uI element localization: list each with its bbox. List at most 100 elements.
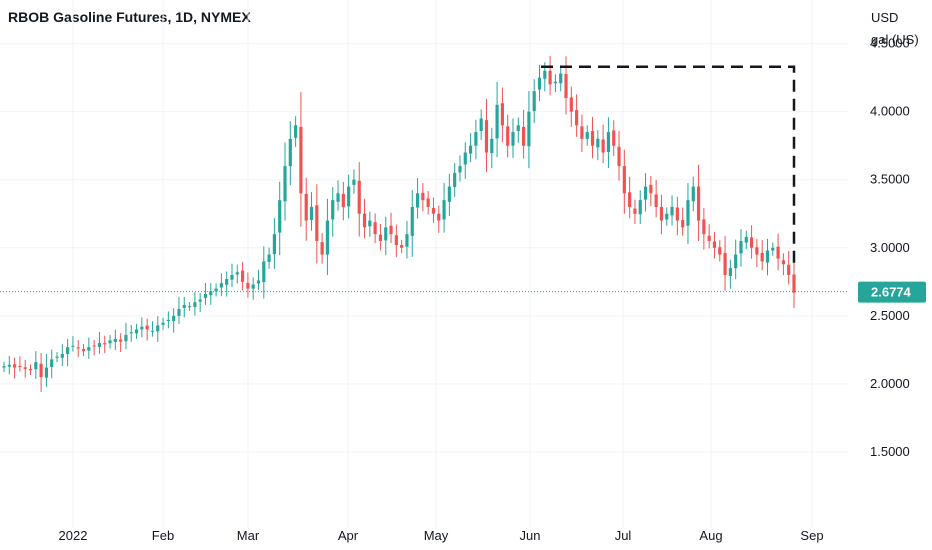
candle-body — [734, 254, 738, 269]
candle — [304, 177, 308, 241]
candle-layer — [2, 55, 796, 392]
candle-body — [389, 225, 393, 235]
candle-body — [606, 132, 611, 152]
candle-body — [352, 179, 356, 185]
candle — [612, 120, 616, 156]
candle — [765, 238, 770, 276]
candle-body — [283, 166, 287, 202]
candle — [606, 117, 611, 169]
candle — [527, 91, 531, 169]
candle-body — [506, 126, 510, 146]
candle — [649, 176, 653, 207]
candle-body — [622, 166, 626, 194]
candle-body — [421, 192, 425, 201]
candle — [580, 114, 584, 153]
candle — [288, 121, 292, 186]
candle — [437, 205, 441, 233]
candle-body — [765, 250, 770, 263]
candle — [792, 260, 796, 309]
candle — [400, 239, 404, 253]
candle — [394, 224, 398, 258]
candle-body — [378, 234, 383, 241]
candle — [506, 114, 510, 158]
candle — [331, 186, 335, 237]
candle-body — [415, 193, 420, 208]
candle — [81, 344, 86, 357]
candle-body — [368, 220, 372, 227]
candle-body — [182, 304, 186, 308]
candle — [309, 192, 314, 231]
candle — [575, 94, 579, 137]
candle — [585, 125, 589, 146]
currency-unit-label: USD gal (US) — [871, 7, 919, 51]
candle-body — [315, 205, 319, 241]
candle-body — [320, 242, 324, 255]
candle — [267, 247, 271, 269]
candle — [325, 198, 330, 275]
candle — [691, 176, 695, 212]
candle-body — [617, 146, 621, 167]
candle — [447, 173, 451, 217]
candle — [283, 142, 287, 221]
candle-body — [659, 206, 664, 221]
candle-body — [87, 347, 91, 351]
candle-body — [755, 247, 759, 255]
candle-body — [81, 349, 86, 352]
candle — [124, 322, 128, 350]
candle-body — [548, 70, 552, 85]
candle-body — [97, 343, 102, 347]
x-tick-label: Mar — [237, 528, 260, 543]
candle-body — [76, 347, 80, 349]
candle — [7, 355, 11, 375]
candle — [378, 224, 383, 251]
candle — [744, 230, 748, 249]
candle-body — [341, 193, 345, 207]
candle-body — [596, 138, 600, 148]
candle — [225, 271, 229, 297]
candle-body — [453, 172, 457, 188]
candle-body — [585, 132, 589, 139]
x-tick-label: Aug — [699, 528, 722, 543]
candle — [55, 352, 59, 363]
candle — [723, 235, 727, 291]
candle-body — [580, 126, 584, 139]
candle-body — [156, 325, 160, 332]
candle-body — [92, 345, 96, 347]
y-tick-label: 4.5000 — [870, 36, 910, 51]
candle — [442, 182, 446, 233]
candle-body — [638, 200, 642, 215]
currency-line-unit: gal (US) — [871, 32, 919, 47]
candle-body — [628, 192, 632, 207]
candle-body — [681, 220, 685, 228]
candle-body — [787, 264, 791, 275]
candle-body — [66, 347, 70, 354]
candle-body — [373, 222, 377, 235]
candle — [431, 197, 436, 223]
candle — [569, 86, 573, 127]
candle — [559, 65, 563, 92]
candle — [384, 216, 388, 256]
candle-body — [55, 356, 59, 358]
candle — [590, 116, 595, 159]
candle — [686, 183, 690, 245]
candle — [28, 364, 33, 375]
candle — [156, 316, 160, 342]
candle — [373, 213, 377, 244]
x-tick-label: 2022 — [59, 528, 88, 543]
candle — [421, 183, 425, 212]
candle-body — [2, 366, 6, 368]
candle — [150, 321, 155, 337]
candle-body — [336, 193, 340, 202]
annotation-layer — [0, 65, 848, 293]
candle-body — [479, 118, 483, 131]
candle — [262, 246, 266, 299]
candle-body — [145, 325, 149, 330]
candle-body — [251, 284, 255, 289]
candle-body — [124, 334, 128, 342]
candle — [681, 207, 685, 236]
candle — [241, 262, 245, 291]
candle — [405, 220, 409, 259]
candle — [251, 277, 255, 300]
candle — [415, 178, 420, 219]
